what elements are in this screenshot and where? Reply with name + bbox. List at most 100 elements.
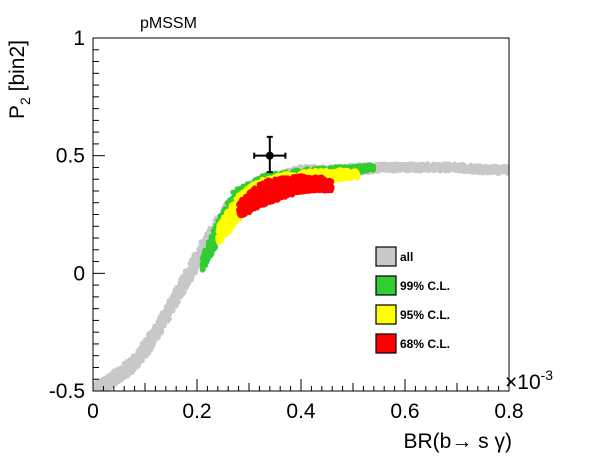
scatter-point bbox=[118, 368, 124, 374]
scatter-point bbox=[151, 326, 157, 332]
scatter-point bbox=[147, 347, 153, 353]
scatter-point bbox=[132, 364, 138, 370]
scatter-point bbox=[405, 167, 411, 173]
scatter-point bbox=[390, 165, 396, 171]
y-tick-label: 0.5 bbox=[56, 145, 85, 168]
y-axis-title-subscript: 2 bbox=[17, 97, 33, 105]
scatter-point bbox=[171, 291, 177, 297]
scatter-point bbox=[179, 274, 185, 280]
scatter-point bbox=[158, 330, 164, 336]
legend-swatch bbox=[375, 275, 397, 296]
scatter-point bbox=[407, 161, 413, 167]
legend-swatch bbox=[375, 246, 397, 267]
scatter-point bbox=[260, 198, 266, 204]
scatter-point bbox=[126, 359, 132, 365]
scatter-point bbox=[221, 230, 227, 236]
scatter-point bbox=[273, 192, 279, 198]
scatter-regions bbox=[93, 161, 509, 398]
scatter-point bbox=[97, 392, 102, 397]
legend-label: all bbox=[400, 250, 413, 264]
scatter-point bbox=[328, 173, 335, 180]
scatter-point bbox=[168, 300, 174, 306]
scatter-point bbox=[388, 161, 394, 167]
scatter-point bbox=[302, 185, 308, 191]
scatter-point bbox=[106, 383, 112, 389]
scatter-point bbox=[456, 166, 462, 172]
scatter-point bbox=[95, 393, 100, 398]
scatter-point bbox=[103, 387, 109, 391]
scatter-point bbox=[206, 250, 213, 256]
scatter-point bbox=[217, 238, 223, 244]
scatter-point bbox=[170, 304, 176, 311]
scatter-point bbox=[328, 169, 334, 175]
scatter-point bbox=[320, 187, 326, 194]
scatter-point bbox=[149, 335, 155, 341]
legend-label: 99% C.L. bbox=[400, 279, 450, 293]
scatter-point bbox=[225, 226, 232, 232]
scatter-point bbox=[240, 189, 246, 195]
x-tick-label: 0.2 bbox=[182, 400, 211, 423]
scatter-point bbox=[157, 320, 164, 326]
scatter-point bbox=[200, 242, 206, 248]
scatter-point bbox=[205, 255, 211, 261]
y-axis-title-main: P bbox=[6, 105, 29, 119]
scatter-point bbox=[181, 290, 187, 296]
scatter-point bbox=[268, 195, 274, 201]
scatter-point bbox=[295, 189, 301, 195]
scatter-point bbox=[228, 221, 234, 227]
legend: all 99% C.L. 95% C.L. 68% C.L. bbox=[375, 246, 450, 354]
y-axis-title: P2 [bin2] bbox=[6, 40, 33, 119]
x-tick-label: 0.4 bbox=[286, 400, 316, 423]
scatter-point bbox=[93, 387, 98, 391]
scatter-point bbox=[345, 175, 351, 181]
scatter-point bbox=[166, 311, 173, 317]
axes: 0 0.2 0.4 0.6 0.8-0.500.51 bbox=[49, 27, 524, 423]
scatter-point bbox=[419, 166, 425, 172]
scatter-point bbox=[138, 348, 144, 354]
scatter-point bbox=[366, 165, 372, 171]
x-axis-exponent-base: ×10 bbox=[505, 371, 541, 394]
scatter-point bbox=[113, 370, 119, 376]
scatter-point bbox=[484, 168, 490, 174]
scatter-point bbox=[246, 193, 252, 199]
legend-entry: 68% C.L. bbox=[375, 333, 450, 354]
legend-swatch bbox=[375, 304, 397, 325]
scatter-point bbox=[328, 183, 334, 189]
legend-label: 95% C.L. bbox=[400, 308, 450, 322]
scatter-point bbox=[196, 249, 202, 255]
scatter-point bbox=[379, 166, 385, 172]
scatter-point bbox=[309, 183, 315, 189]
x-tick-label: 0 bbox=[87, 400, 99, 423]
scatter-point bbox=[96, 379, 102, 385]
scatter-point bbox=[117, 376, 123, 382]
scatter-point bbox=[314, 168, 320, 175]
legend-entry: 95% C.L. bbox=[375, 304, 450, 325]
scatter-point bbox=[111, 379, 117, 385]
scatter-point bbox=[411, 164, 417, 170]
scatter-point bbox=[237, 209, 243, 215]
scatter-point bbox=[430, 161, 437, 167]
measurement-marker bbox=[265, 151, 274, 160]
scatter-point bbox=[185, 281, 192, 287]
y-tick-label: -0.5 bbox=[49, 380, 85, 403]
x-axis-exponent-power: -3 bbox=[541, 367, 554, 383]
scatter-point bbox=[199, 262, 205, 268]
scatter-point bbox=[357, 164, 363, 170]
scatter-point bbox=[433, 166, 439, 172]
scatter-point bbox=[163, 304, 169, 310]
legend-swatch bbox=[375, 333, 397, 354]
legend-entry: 99% C.L. bbox=[375, 275, 450, 296]
scatter-point bbox=[319, 174, 325, 180]
scatter-point bbox=[242, 209, 248, 215]
scatter-point bbox=[93, 392, 98, 397]
scatter-point bbox=[289, 183, 295, 190]
scatter-point bbox=[210, 246, 216, 252]
scatter-point bbox=[226, 216, 232, 222]
scatter-point bbox=[354, 174, 360, 180]
scatter-point bbox=[139, 354, 145, 360]
scatter-point bbox=[467, 166, 473, 172]
scatter-point bbox=[183, 270, 189, 277]
scatter-point bbox=[267, 179, 273, 185]
scatter-point bbox=[169, 295, 175, 301]
scatter-point bbox=[133, 352, 139, 358]
